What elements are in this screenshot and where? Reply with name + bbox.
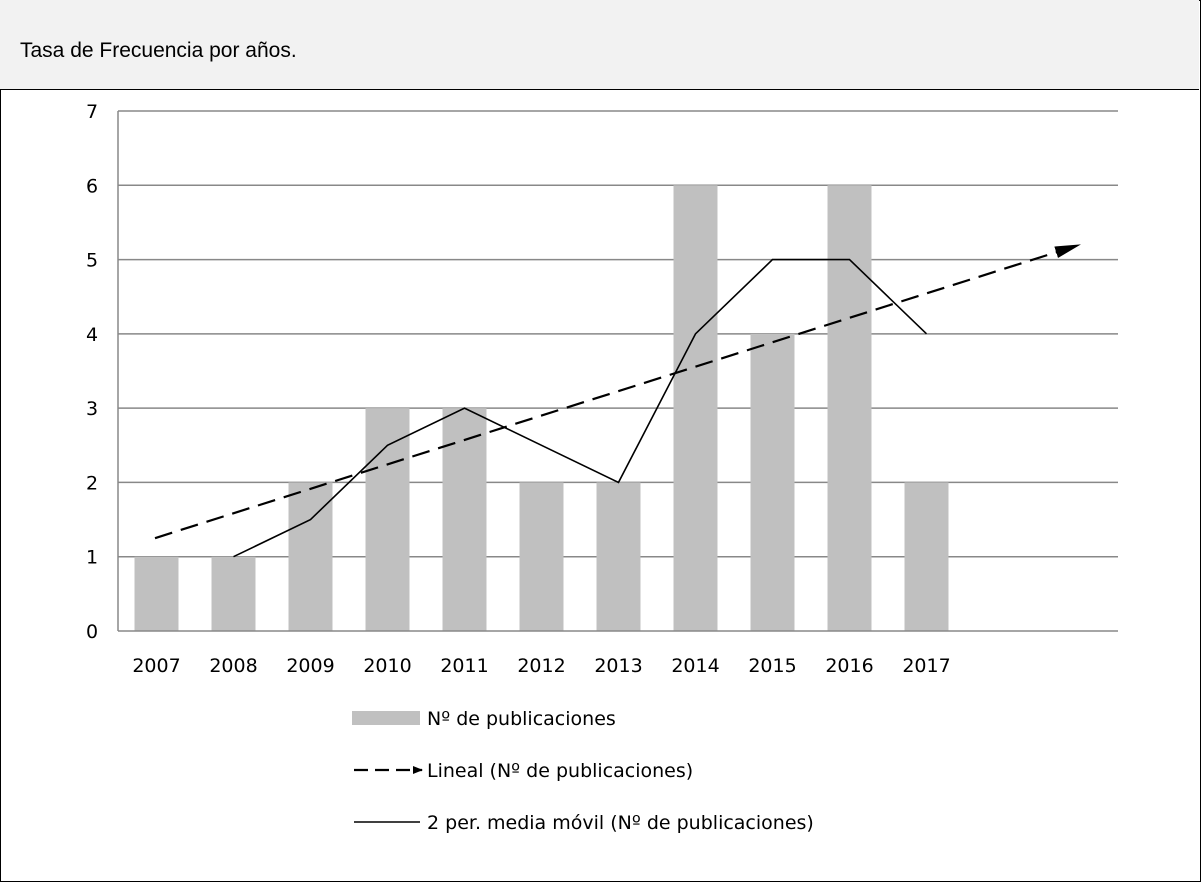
x-axis: 2007 2008 2009 2010 2011 2012 2013 2014 2015 2016… <box>118 630 1118 677</box>
x-tick-label: 2011 <box>440 655 488 677</box>
x-tick-label: 2007 <box>132 655 180 677</box>
gridlines <box>118 110 1118 558</box>
x-tick-label: 2008 <box>209 655 257 677</box>
legend-label: Lineal (Nº de publicaciones) <box>427 760 693 782</box>
bar <box>519 482 564 631</box>
x-tick-label: 2016 <box>825 655 873 677</box>
y-tick-label: 7 <box>86 101 98 123</box>
y-tick-label: 5 <box>86 250 98 272</box>
x-tick-label: 2010 <box>363 655 411 677</box>
y-axis: 0 1 2 3 4 5 6 7 <box>86 101 119 643</box>
chart-title: Tasa de Frecuencia por años. <box>20 39 297 62</box>
y-tick-label: 4 <box>86 324 98 346</box>
x-tick-label: 2017 <box>902 655 950 677</box>
x-tick-label: 2009 <box>286 655 334 677</box>
bar <box>827 185 872 632</box>
bar <box>211 556 256 631</box>
y-tick-label: 0 <box>86 621 98 643</box>
chart-header: Tasa de Frecuencia por años. <box>0 0 1199 90</box>
bar <box>596 482 641 631</box>
y-tick-label: 6 <box>86 175 98 197</box>
y-tick-label: 1 <box>86 547 98 569</box>
x-tick-label: 2014 <box>671 655 719 677</box>
x-tick-label: 2012 <box>517 655 565 677</box>
bar <box>904 482 949 631</box>
x-tick-label: 2013 <box>594 655 642 677</box>
bar <box>750 333 795 631</box>
bar <box>365 408 410 631</box>
x-tick-label: 2015 <box>748 655 796 677</box>
moving-average-line <box>233 258 928 558</box>
bar <box>673 185 718 632</box>
y-tick-label: 2 <box>86 472 98 494</box>
legend-label: 2 per. media móvil (Nº de publicaciones) <box>427 812 814 834</box>
bar <box>288 482 333 631</box>
legend: Nº de publicaciones Lineal (Nº de publica… <box>352 708 814 834</box>
legend-label: Nº de publicaciones <box>427 708 616 730</box>
y-tick-label: 3 <box>86 398 98 420</box>
bar <box>134 556 179 631</box>
bar <box>442 408 487 631</box>
legend-swatch-bars <box>352 711 420 725</box>
moving-average-series <box>233 258 928 558</box>
